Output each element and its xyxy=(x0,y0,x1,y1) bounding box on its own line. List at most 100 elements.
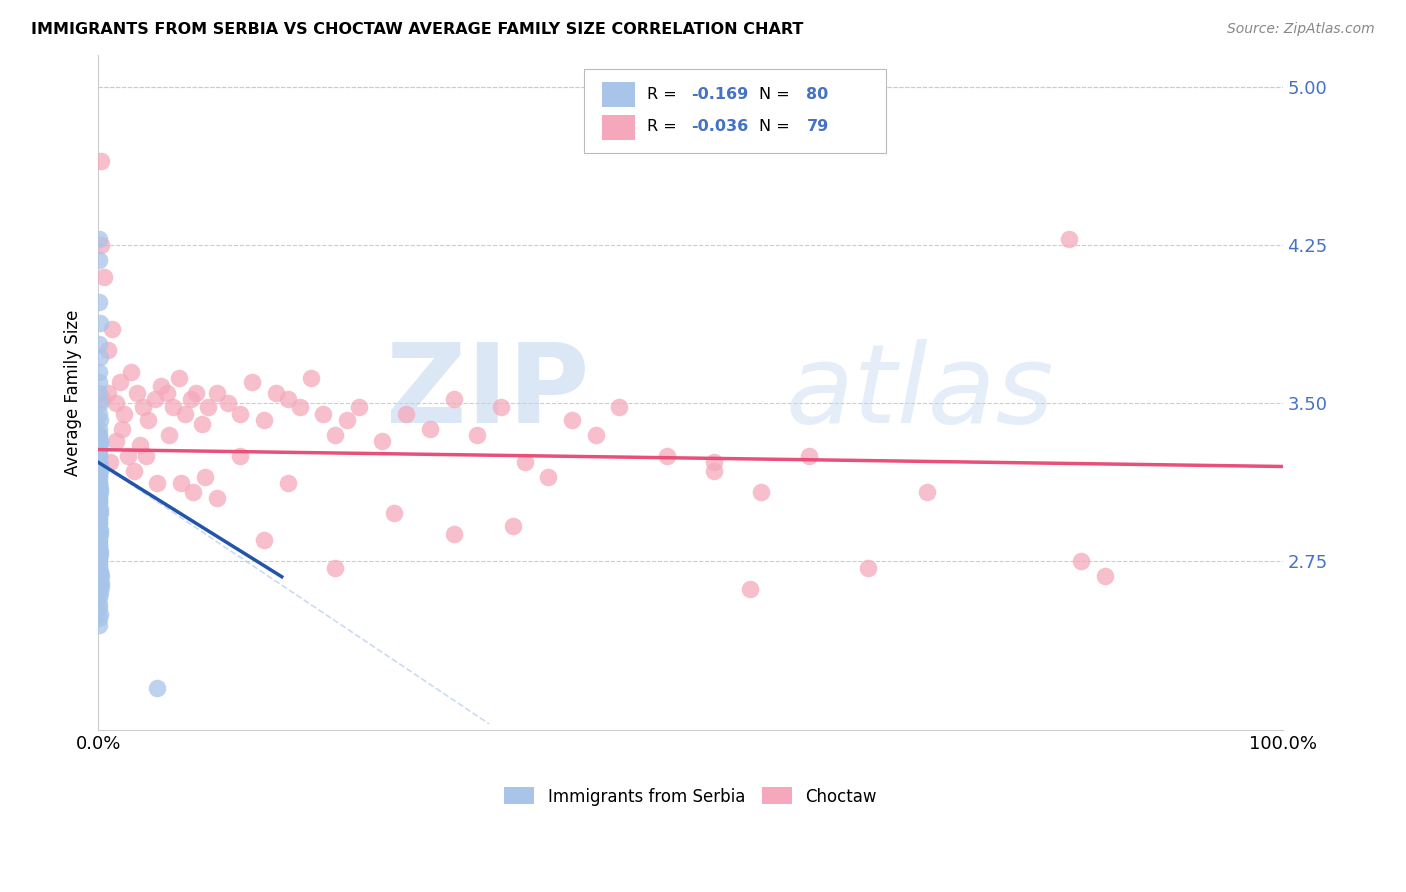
Point xyxy=(146,681,169,695)
Point xyxy=(89,385,111,400)
Point xyxy=(89,548,111,562)
Point xyxy=(89,512,111,526)
FancyBboxPatch shape xyxy=(602,82,634,107)
FancyBboxPatch shape xyxy=(602,114,634,139)
Point xyxy=(87,558,110,573)
Point xyxy=(89,501,111,516)
Point xyxy=(703,464,725,478)
Point xyxy=(97,343,120,358)
Point xyxy=(89,459,111,474)
Point xyxy=(89,438,111,452)
Text: -0.036: -0.036 xyxy=(692,119,749,134)
Point xyxy=(89,481,111,495)
Point xyxy=(703,455,725,469)
Point xyxy=(89,421,111,435)
Point xyxy=(180,392,202,406)
Point xyxy=(89,491,111,505)
Text: 79: 79 xyxy=(807,119,828,134)
Point xyxy=(132,401,155,415)
Point xyxy=(87,455,110,469)
Text: atlas: atlas xyxy=(785,339,1053,446)
Point xyxy=(112,407,135,421)
Point xyxy=(87,501,110,516)
Point xyxy=(502,518,524,533)
Point xyxy=(87,476,110,491)
Point xyxy=(89,597,111,611)
Point xyxy=(89,413,111,427)
Point xyxy=(1059,232,1081,246)
Point xyxy=(87,428,110,442)
Point xyxy=(585,428,607,442)
Point xyxy=(90,392,112,406)
Legend: Immigrants from Serbia, Choctaw: Immigrants from Serbia, Choctaw xyxy=(496,779,884,814)
Point xyxy=(194,470,217,484)
Point xyxy=(149,379,172,393)
Point xyxy=(89,428,111,442)
Text: R =: R = xyxy=(647,119,682,134)
Point xyxy=(87,527,110,541)
Point xyxy=(89,537,111,551)
Point xyxy=(87,523,110,537)
Point xyxy=(90,575,112,590)
Point xyxy=(371,434,394,449)
Point xyxy=(655,449,678,463)
Point xyxy=(264,385,287,400)
Point xyxy=(312,407,335,421)
Point xyxy=(443,392,465,406)
Point xyxy=(143,392,166,406)
Point xyxy=(156,385,179,400)
Point xyxy=(135,449,157,463)
Point xyxy=(87,481,110,495)
Point xyxy=(89,476,111,491)
Point xyxy=(128,438,150,452)
Point xyxy=(89,523,111,537)
Point xyxy=(146,476,169,491)
Point xyxy=(117,449,139,463)
Point xyxy=(87,252,110,267)
Point xyxy=(89,558,111,573)
Point xyxy=(104,434,127,449)
Point xyxy=(87,516,110,531)
Point xyxy=(87,407,110,421)
Point xyxy=(90,569,112,583)
Text: N =: N = xyxy=(759,119,794,134)
Point xyxy=(1094,569,1116,583)
Point xyxy=(89,449,111,463)
Point xyxy=(89,617,111,632)
Point xyxy=(89,548,111,562)
Point xyxy=(98,455,121,469)
Point xyxy=(347,401,370,415)
Point xyxy=(173,407,195,421)
Point xyxy=(288,401,311,415)
Point xyxy=(89,434,111,449)
Point xyxy=(87,484,110,499)
Point xyxy=(917,484,939,499)
Point xyxy=(122,464,145,478)
Point xyxy=(87,434,110,449)
Point xyxy=(87,337,110,351)
Point xyxy=(797,449,820,463)
Point xyxy=(89,495,111,509)
Point xyxy=(240,375,263,389)
Point xyxy=(181,484,204,499)
Point xyxy=(419,421,441,435)
Point xyxy=(253,413,276,427)
Point xyxy=(89,350,111,364)
Point xyxy=(382,506,405,520)
Point xyxy=(89,442,111,457)
Point xyxy=(87,512,110,526)
Point xyxy=(87,611,110,625)
Point xyxy=(170,476,193,491)
Point xyxy=(89,516,111,531)
Point xyxy=(89,533,111,548)
Point xyxy=(89,533,111,548)
Point xyxy=(229,407,252,421)
Point xyxy=(87,580,110,594)
Point xyxy=(136,413,159,427)
Point xyxy=(751,484,773,499)
Point xyxy=(1070,554,1092,568)
Point xyxy=(157,428,180,442)
Point xyxy=(89,396,111,410)
Point xyxy=(93,269,115,284)
Point xyxy=(89,607,111,622)
